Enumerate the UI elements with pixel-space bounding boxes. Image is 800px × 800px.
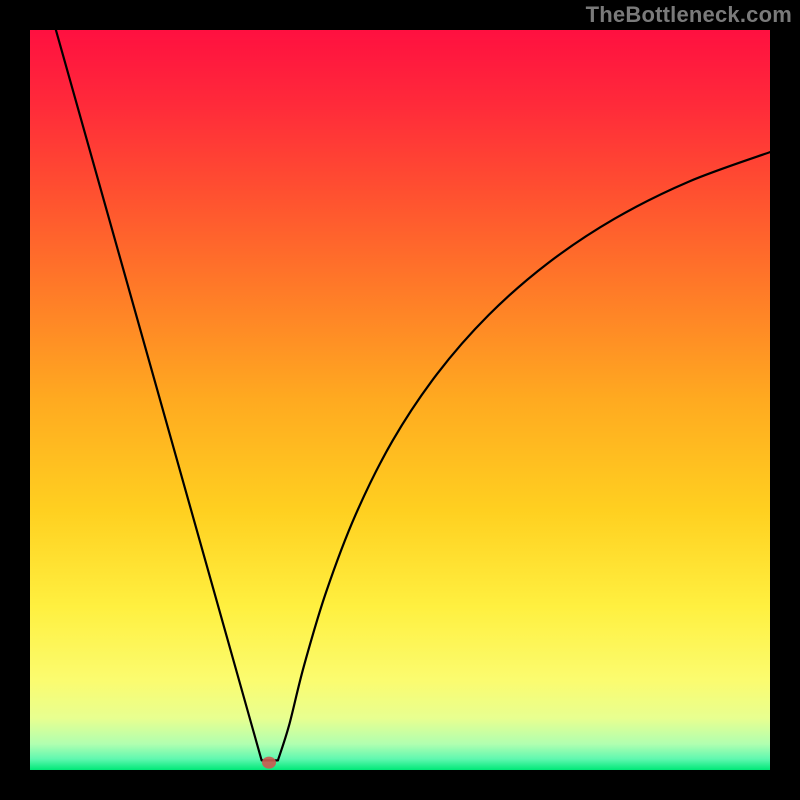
- plot-area: [30, 30, 770, 770]
- optimal-point-marker: [262, 757, 276, 769]
- bottleneck-chart: [30, 30, 770, 770]
- gradient-background: [30, 30, 770, 770]
- chart-frame: TheBottleneck.com: [0, 0, 800, 800]
- watermark-text: TheBottleneck.com: [586, 2, 792, 28]
